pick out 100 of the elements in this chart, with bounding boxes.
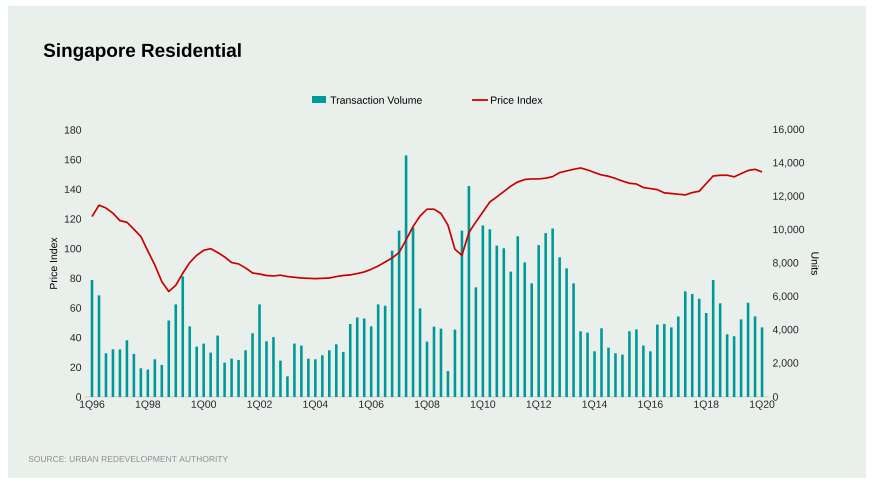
bar xyxy=(446,370,450,397)
bar xyxy=(551,228,554,397)
bar xyxy=(628,331,631,397)
bar xyxy=(579,331,582,397)
bar xyxy=(140,368,142,397)
bar xyxy=(334,344,338,397)
bar xyxy=(426,342,428,397)
bar xyxy=(300,346,303,397)
y-tick-label: 40 xyxy=(70,334,82,342)
bar xyxy=(432,326,436,397)
bar xyxy=(496,246,498,397)
bar xyxy=(118,349,122,397)
bar xyxy=(754,316,756,397)
y2-tick-label: 4,000 xyxy=(772,326,798,335)
bar xyxy=(181,276,184,397)
bar xyxy=(502,248,506,397)
bar xyxy=(684,291,687,397)
bar xyxy=(642,346,645,397)
bar xyxy=(90,280,94,397)
bar xyxy=(509,272,512,397)
bar xyxy=(468,186,470,397)
bar xyxy=(732,336,736,397)
bar xyxy=(460,230,464,397)
bar xyxy=(112,349,114,397)
chart-title: Singapore Residential xyxy=(44,43,241,61)
bar xyxy=(251,333,254,397)
legend-label: Price Index xyxy=(491,96,542,104)
x-tick-label: 1Q04 xyxy=(303,400,328,410)
y2-axis-title: Units xyxy=(811,252,820,276)
bar xyxy=(726,334,728,397)
bar xyxy=(342,352,345,397)
y-tick-label: 180 xyxy=(64,126,82,134)
bar xyxy=(558,257,561,397)
bar xyxy=(167,320,170,397)
x-tick-label: 1Q10 xyxy=(470,400,496,410)
bar xyxy=(440,328,442,397)
y2-tick-label: 0 xyxy=(772,393,778,401)
bar xyxy=(607,348,610,397)
bar xyxy=(258,304,261,397)
bar xyxy=(314,359,317,397)
bar xyxy=(132,354,136,397)
bar xyxy=(174,304,178,397)
bar xyxy=(565,268,568,397)
y-tick-label: 100 xyxy=(64,244,82,252)
bar xyxy=(537,245,540,397)
x-tick-label: 1Q08 xyxy=(415,400,440,410)
y-tick-label: 140 xyxy=(64,186,82,194)
bar xyxy=(698,298,701,397)
x-tick-label: 1Q00 xyxy=(192,400,216,410)
bar xyxy=(746,302,750,397)
y2-tick-label: 6,000 xyxy=(773,292,798,302)
bar xyxy=(586,332,589,397)
bar xyxy=(676,316,680,397)
bar xyxy=(244,350,247,397)
bar xyxy=(160,364,164,397)
bar xyxy=(146,370,150,397)
bar xyxy=(670,327,673,397)
bar xyxy=(237,360,240,397)
bar xyxy=(635,329,638,397)
bar xyxy=(356,318,359,397)
x-tick-label: 1Q16 xyxy=(638,400,663,410)
y-tick-label: 20 xyxy=(70,364,82,372)
bar xyxy=(195,346,198,397)
x-tick-label: 1Q14 xyxy=(582,400,608,410)
bar xyxy=(362,318,366,397)
bar xyxy=(384,306,386,397)
bar xyxy=(614,353,617,397)
y2-tick-label: 2,000 xyxy=(773,359,798,368)
bar xyxy=(223,362,226,397)
bar xyxy=(286,376,289,397)
y2-tick-label: 16,000 xyxy=(773,126,804,134)
bar xyxy=(279,360,282,397)
bar xyxy=(544,233,547,397)
bar xyxy=(712,280,714,397)
bar xyxy=(572,283,575,397)
bar xyxy=(656,324,659,397)
bar xyxy=(390,250,394,397)
bar xyxy=(328,350,331,397)
bar xyxy=(649,351,652,397)
bar xyxy=(760,327,764,397)
y-tick-label: 80 xyxy=(70,274,82,282)
bar xyxy=(482,225,484,397)
bar xyxy=(154,359,156,397)
bar xyxy=(516,236,520,397)
bar xyxy=(321,355,324,397)
bar xyxy=(376,304,380,397)
x-tick-label: 1Q18 xyxy=(694,400,719,410)
bar xyxy=(488,229,492,397)
bar xyxy=(530,283,534,397)
y2-tick-label: 10,000 xyxy=(773,226,804,234)
y-tick-label: 120 xyxy=(64,215,82,223)
bar xyxy=(209,352,212,397)
bar xyxy=(621,354,624,397)
y2-tick-label: 12,000 xyxy=(773,192,804,202)
source-note: SOURCE: URBAN REDEVELOPMENT AUTHORITY xyxy=(28,456,228,462)
y-axis-title: Price Index xyxy=(50,237,58,289)
x-tick-label: 1Q98 xyxy=(136,400,160,410)
bar xyxy=(202,344,205,397)
bar xyxy=(293,344,296,397)
x-tick-label: 1Q02 xyxy=(248,400,272,410)
